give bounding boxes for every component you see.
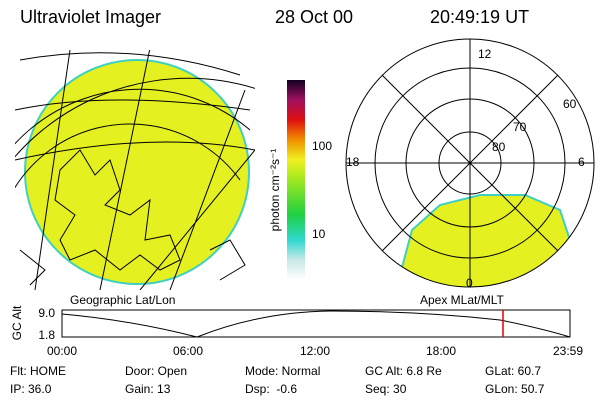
- status: Flt: HOME Door: Open Mode: Normal GC Alt: 6…: [10, 364, 545, 396]
- y-tick-label: 9.0: [38, 306, 55, 320]
- polar-plot: 12 6 18 0 60 70 80: [345, 38, 595, 290]
- geographic-image: [15, 50, 255, 290]
- status-field: Dsp: -0.6: [245, 382, 297, 396]
- title: Ultraviolet Imager: [20, 7, 161, 27]
- y-axis-label: GC Alt: [10, 305, 24, 340]
- status-field: Gain: 13: [125, 382, 171, 396]
- status-field: Flt: HOME: [10, 364, 66, 378]
- x-tick-label: 06:00: [173, 344, 203, 358]
- x-tick-label: 18:00: [426, 344, 456, 358]
- mlat-label: 70: [513, 120, 527, 134]
- mlt-label: 18: [346, 155, 360, 169]
- status-field: Door: Open: [125, 364, 187, 378]
- date: 28 Oct 00: [275, 7, 353, 27]
- status-field: GLon: 50.7: [485, 382, 545, 396]
- status-field: GLat: 60.7: [485, 364, 541, 378]
- colorbar-label: photon cm⁻²s⁻¹: [268, 149, 282, 232]
- colorbar-tick: 10: [312, 227, 326, 241]
- mlt-label: 0: [466, 276, 473, 290]
- x-tick-label: 23:59: [553, 344, 583, 358]
- colorbar-tick: 100: [312, 139, 332, 153]
- colorbar: [287, 80, 305, 280]
- mlat-label: 80: [492, 140, 506, 154]
- x-tick-label: 00:00: [47, 344, 77, 358]
- status-field: Mode: Normal: [245, 364, 320, 378]
- status-field: Seq: 30: [365, 382, 407, 396]
- caption: Apex MLat/MLT: [420, 293, 504, 307]
- status-field: IP: 36.0: [10, 382, 52, 396]
- y-tick-label: 1.8: [38, 328, 55, 342]
- mlt-label: 6: [578, 155, 585, 169]
- status-field: GC Alt: 6.8 Re: [365, 364, 442, 378]
- altitude-plot: GC Alt 9.0 1.8 00:00 06:00 12:00 18:00 2…: [10, 305, 583, 358]
- caption: Geographic Lat/Lon: [70, 293, 175, 307]
- time: 20:49:19 UT: [430, 7, 529, 27]
- mlt-label: 12: [478, 47, 492, 61]
- x-tick-label: 12:00: [300, 344, 330, 358]
- mlat-label: 60: [563, 97, 577, 111]
